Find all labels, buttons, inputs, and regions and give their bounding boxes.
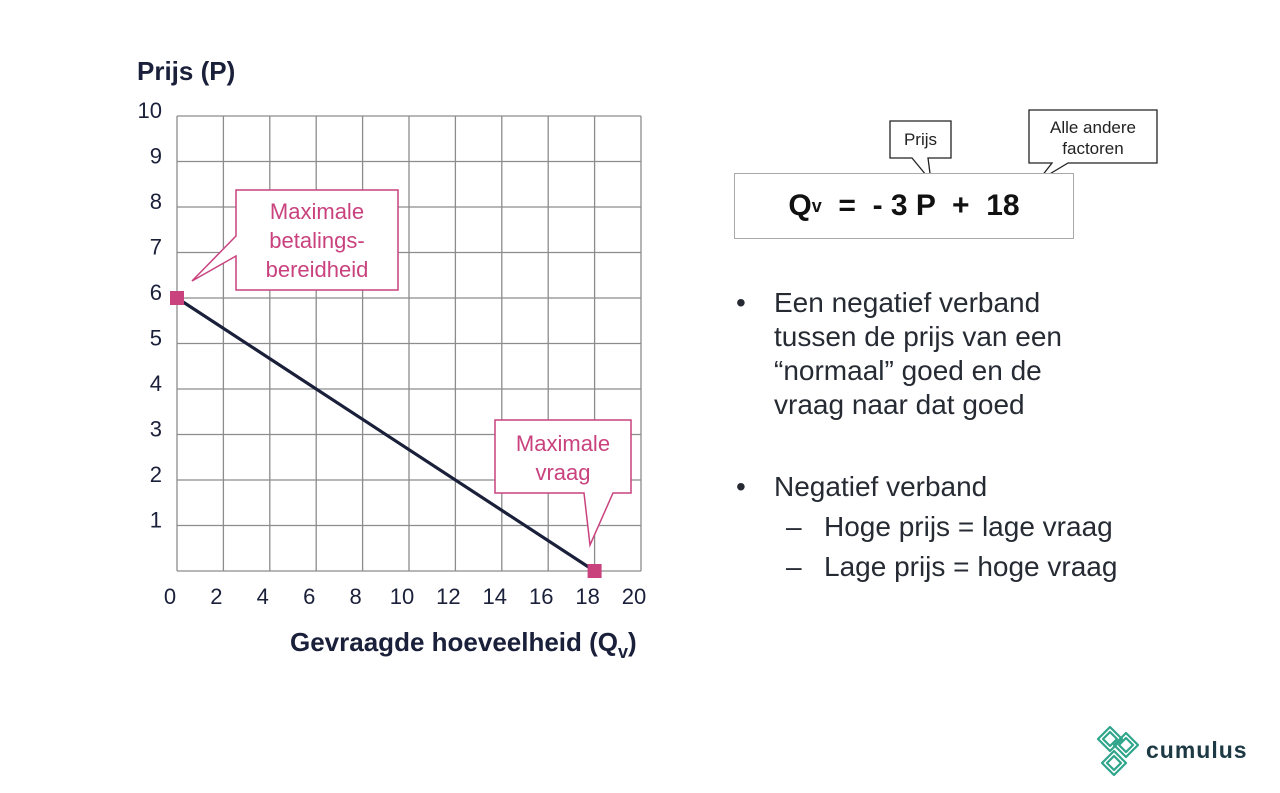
x-tick-label: 20 [622,584,646,609]
cumulus-logo-text: cumulus [1146,737,1248,763]
tag-other-line-1: Alle andere [1049,118,1136,137]
bullet-list: • Een negatief verband tussen de prijs v… [734,286,1254,584]
y-tick-label: 2 [150,462,162,487]
bullet-item: • Een negatief verband tussen de prijs v… [734,286,1254,422]
bullet-item: • Negatief verband [734,470,1254,504]
bullet-dot: • [736,287,746,318]
x-tick-label: 10 [390,584,414,609]
x-tick-label: 2 [210,584,222,609]
tag-prijs-label: Prijs [903,130,938,149]
y-tick-label: 8 [150,189,162,214]
tag-other-factors [1028,109,1158,182]
equation-q-sub: v [811,195,822,216]
callout-max-willingness: Maximale betalings- bereidheid [191,189,399,291]
callout-line-2: betalings- [269,228,364,253]
y-tick-label: 4 [150,371,162,396]
tag-prijs [889,120,952,184]
demand-series [176,296,596,573]
sub-bullet: – Hoge prijs = lage vraag [734,510,1254,544]
dash: – [786,511,802,542]
callout-line-3: bereidheid [266,257,369,282]
x-tick-label: 14 [483,584,507,609]
x-tick-label: 18 [575,584,599,609]
chart-markers [170,291,602,578]
sub-bullet: – Lage prijs = hoge vraag [734,550,1254,584]
x-tick-label: 8 [349,584,361,609]
tag-other-factors-label: Alle andere factoren [1029,117,1157,159]
equation-q: Q [788,189,812,222]
bullet-line: tussen de prijs van een [774,321,1062,352]
y-axis-title: Prijs (P) [137,56,235,86]
y-tick-label: 10 [138,98,162,123]
data-point-marker [170,291,184,305]
x-axis-title: Gevraagde hoeveelheid (Qv) [290,627,637,662]
bullet-line: Een negatief verband [774,287,1041,318]
equation-rest: = - 3 P + 18 [821,189,1020,222]
bullet-dot: • [736,471,746,502]
callout-max-demand: Maximale vraag [494,419,632,548]
chart-grid [176,115,642,572]
callout-line-1: Maximale [516,431,610,456]
y-tick-label: 9 [150,144,162,169]
y-tick-label: 6 [150,280,162,305]
sub-bullet-text: Hoge prijs = lage vraag [824,511,1113,542]
dash: – [786,551,802,582]
tag-other-line-2: factoren [1062,139,1124,158]
callout-line-2: vraag [535,460,590,485]
sub-bullet-text: Lage prijs = hoge vraag [824,551,1118,582]
callout-line-1: Maximale [270,199,364,224]
y-tick-label: 1 [150,508,162,533]
demand-line [176,296,596,573]
y-tick-label: 5 [150,326,162,351]
y-tick-label: 7 [150,235,162,260]
y-tick-label: 3 [150,417,162,442]
x-tick-label: 16 [529,584,553,609]
x-tick-label: 0 [164,584,176,609]
bullet-line: “normaal” goed en de [774,355,1042,386]
cumulus-logo-icon [1096,725,1140,777]
x-tick-label: 6 [303,584,315,609]
x-tick-label: 12 [436,584,460,609]
data-point-marker [587,564,602,578]
bullet-line: vraag naar dat goed [774,389,1025,420]
bullet-line: Negatief verband [774,471,988,502]
x-tick-label: 4 [257,584,269,609]
